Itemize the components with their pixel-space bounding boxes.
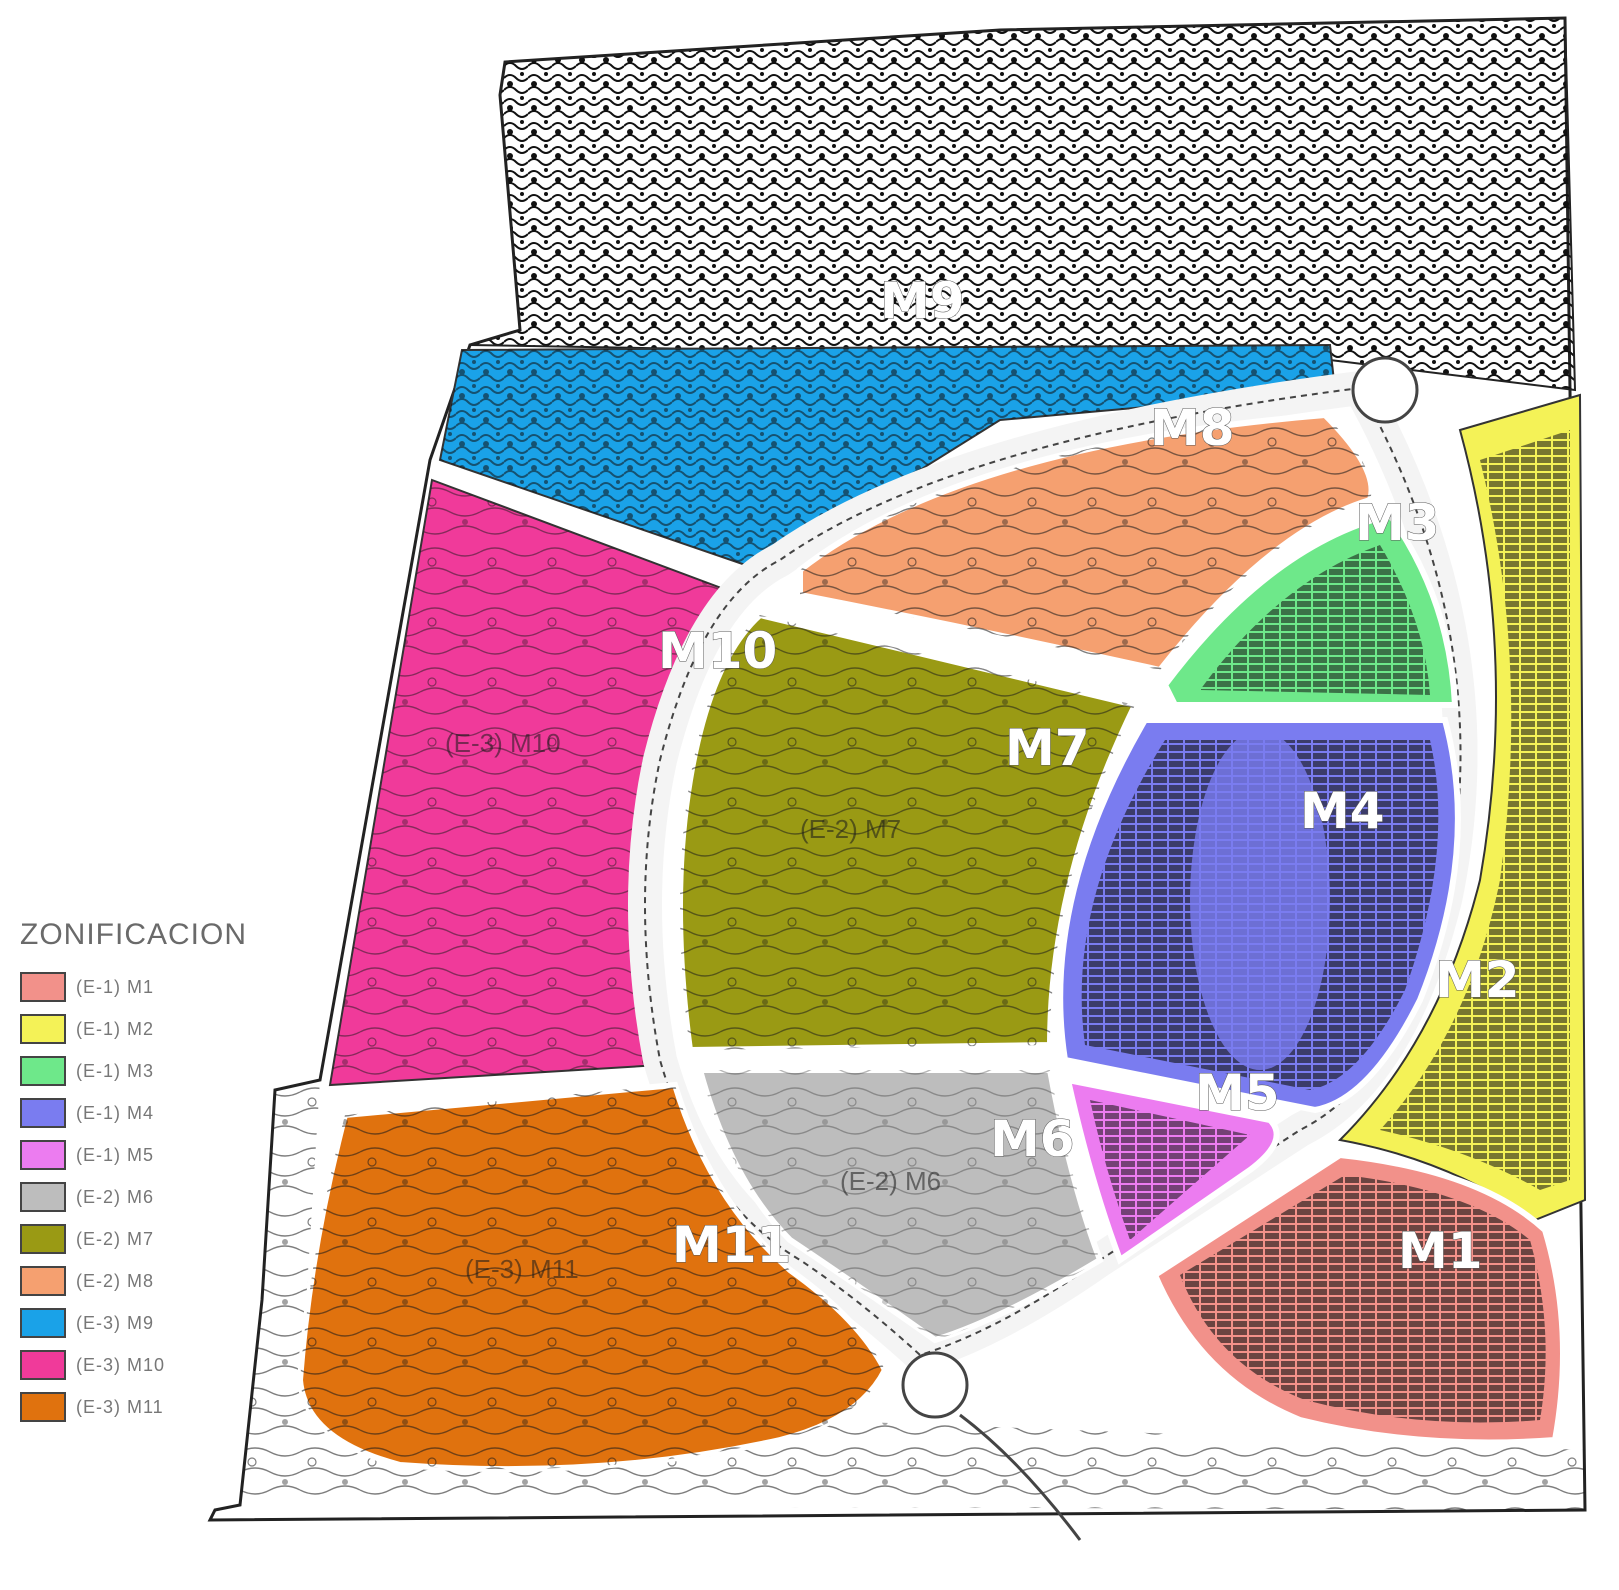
ghost-label-m11: (E-3) M11 [465,1254,579,1284]
access-road [959,1413,1082,1541]
legend-swatch [20,1266,66,1296]
legend-item[interactable]: (E-1) M5 [20,1134,350,1176]
legend-item[interactable]: (E-1) M2 [20,1008,350,1050]
legend-swatch [20,1350,66,1380]
m11-texture [300,1085,885,1470]
legend-label: (E-1) M2 [76,1018,155,1039]
label-m11: M11 [672,1216,791,1274]
m2-lots [1380,430,1570,1190]
m6-texture [700,1070,1100,1340]
m4-central-park [1190,730,1330,1070]
label-m6: M6 [990,1110,1075,1168]
label-m3: M3 [1355,494,1440,552]
m5-lots [1090,1100,1250,1240]
legend-label: (E-3) M11 [76,1396,164,1417]
legend-swatch [20,1140,66,1170]
roundabout-north [1351,356,1419,424]
label-m2: M2 [1435,951,1520,1009]
m7-texture [680,615,1135,1050]
legend-swatch [20,972,66,1002]
legend-label: (E-1) M3 [76,1060,155,1081]
legend-item[interactable]: (E-1) M4 [20,1092,350,1134]
lower-terrain [240,1080,1585,1510]
ghost-label-m7: (E-2) M7 [800,814,901,844]
legend-label: (E-2) M6 [76,1186,155,1207]
label-m7: M7 [1005,719,1090,777]
m3-lots [1200,545,1430,695]
ghost-label-m6: (E-2) M6 [840,1166,941,1196]
legend-item[interactable]: (E-3) M9 [20,1302,350,1344]
legend-swatch [20,1014,66,1044]
legend-item[interactable]: (E-2) M8 [20,1260,350,1302]
legend-label: (E-1) M4 [76,1102,155,1123]
roundabout-south [901,1351,969,1419]
legend-label: (E-1) M5 [76,1144,155,1165]
m8-texture [800,415,1372,670]
legend-swatch [20,1308,66,1338]
legend-item[interactable]: (E-2) M6 [20,1176,350,1218]
legend-item[interactable]: (E-3) M11 [20,1386,350,1428]
legend-swatch [20,1056,66,1086]
legend-swatch [20,1392,66,1422]
blue-band-texture [440,345,1335,570]
legend-item[interactable]: (E-1) M3 [20,1050,350,1092]
label-m9: M9 [880,272,965,330]
legend-swatch [20,1182,66,1212]
legend-swatch [20,1098,66,1128]
legend-item[interactable]: (E-2) M7 [20,1218,350,1260]
legend-label: (E-3) M10 [76,1354,166,1375]
label-m10: M10 [658,622,777,680]
ghost-label-m10: (E-3) M10 [445,728,561,758]
legend-item[interactable]: (E-3) M10 [20,1344,350,1386]
legend-label: (E-3) M9 [76,1312,155,1333]
label-m5: M5 [1195,1064,1280,1122]
m1-lots [1180,1175,1546,1423]
legend-item[interactable]: (E-1) M1 [20,966,350,1008]
legend-items: (E-1) M1 (E-1) M2 (E-1) M3 (E-1) M4 (E-1) M5… [20,966,350,1428]
legend: ZONIFICACION (E-1) M1 (E-1) M2 (E-1) M3 (E-… [20,918,350,1428]
zone-m9[interactable] [469,16,1577,392]
legend-title: ZONIFICACION [20,918,247,951]
label-m8: M8 [1150,399,1235,457]
label-m1: M1 [1398,1222,1483,1280]
label-m4: M4 [1300,782,1385,840]
legend-label: (E-1) M1 [76,976,155,997]
legend-swatch [20,1224,66,1254]
legend-label: (E-2) M8 [76,1270,155,1291]
legend-label: (E-2) M7 [76,1228,155,1249]
